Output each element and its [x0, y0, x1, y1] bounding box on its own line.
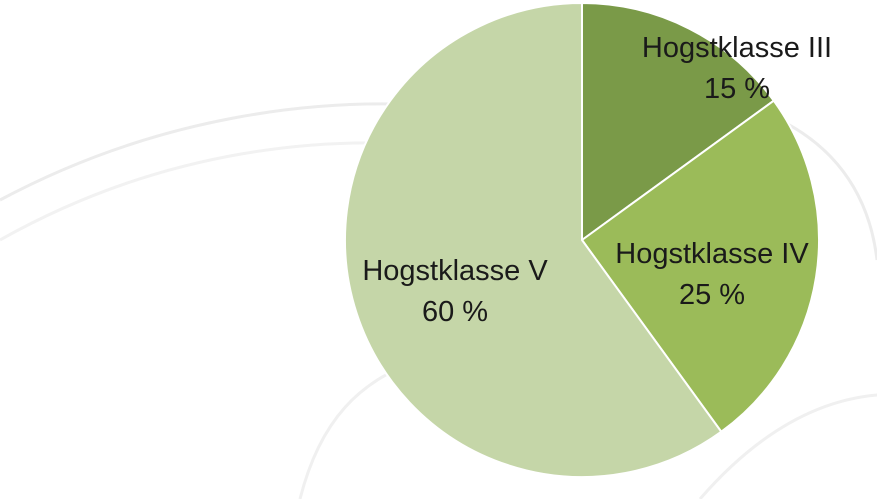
slice-label: Hogstklasse V 60 %	[360, 251, 550, 333]
pie-slice	[580, 99, 820, 434]
category-label: Hogstklasse III	[641, 32, 833, 64]
value-label: 60 %	[421, 296, 489, 328]
pie	[344, 1, 820, 478]
category-label: Hogstklasse V	[362, 255, 548, 287]
value-label: 25 %	[678, 279, 746, 311]
slice-label: Hogstklasse III 15 %	[607, 28, 867, 110]
pie-slice	[344, 1, 723, 478]
value-label: 15 %	[703, 73, 771, 105]
slice-label: Hogstklasse IV 25 %	[612, 234, 812, 316]
pie-slice	[581, 1, 776, 242]
category-label: Hogstklasse IV	[615, 238, 809, 270]
